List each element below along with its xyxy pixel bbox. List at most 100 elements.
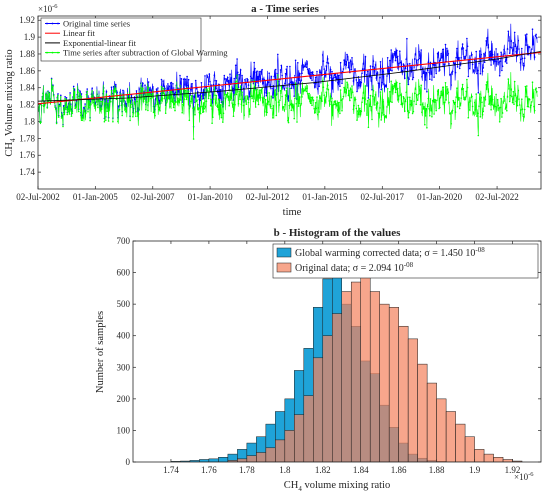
series-corrected-point [533, 105, 535, 108]
series-corrected-point [380, 119, 383, 121]
series-original-point [232, 87, 234, 90]
series-original-point [467, 75, 470, 78]
series-corrected-point [117, 120, 119, 123]
series-corrected-point [309, 100, 311, 103]
hist-bar-original [322, 335, 333, 462]
series-corrected-point [480, 96, 483, 99]
series-corrected-point [428, 108, 430, 110]
series-original-point [394, 59, 397, 62]
series-corrected-point [42, 105, 45, 108]
series-original-point [526, 33, 528, 35]
series-corrected-point [535, 87, 537, 89]
series-original-point [379, 76, 381, 79]
series-corrected-point [41, 96, 44, 98]
series-original-point [534, 35, 537, 37]
series-corrected-point [516, 97, 518, 99]
series-corrected-point [247, 96, 249, 98]
series-original-point [507, 30, 510, 33]
series-corrected-point [522, 113, 525, 116]
series-corrected-point [426, 105, 429, 108]
series-original-point [381, 70, 384, 73]
series-original-point [225, 78, 228, 80]
chart-a-frame [37, 15, 542, 190]
series-original-point [214, 79, 216, 82]
series-original-point [86, 88, 88, 90]
series-corrected-point [48, 92, 51, 95]
series-corrected-point [468, 109, 471, 111]
series-corrected-point [310, 96, 313, 99]
series-corrected-point [85, 93, 88, 96]
series-corrected-point [226, 96, 228, 98]
series-original-point [501, 65, 504, 68]
series-corrected-point [191, 95, 193, 97]
series-corrected-point [205, 100, 208, 102]
series-corrected-point [100, 108, 103, 110]
series-corrected-point [215, 94, 218, 97]
series-corrected-point [143, 98, 146, 100]
series-original-point [512, 42, 515, 44]
series-original-point [441, 56, 444, 58]
hist-bar-original [445, 411, 456, 462]
series-corrected-point [516, 104, 519, 107]
series-corrected-point [253, 79, 255, 82]
series-corrected-point [333, 101, 336, 103]
series-corrected-point [390, 80, 393, 83]
chart-a-y-tick-label: 1.76 [19, 150, 35, 160]
series-original-point [300, 79, 303, 81]
series-corrected-point [457, 98, 460, 101]
series-original-point [446, 47, 448, 50]
series-corrected-point [421, 103, 424, 105]
series-original-point [531, 48, 533, 50]
series-original-point [115, 83, 117, 86]
series-corrected-point [363, 97, 365, 99]
chart-b-ticks: 1.74 1.76 1.78 1.8 1.82 1.84 1.86 1.88 1.9 1.92 0 1… [117, 236, 541, 475]
chart-a-x-tick-label: 02-Jul-2012 [246, 192, 290, 202]
series-original-point [198, 98, 201, 101]
series-corrected-point [265, 114, 268, 116]
series-original-point [283, 87, 286, 90]
series-corrected-point [475, 93, 478, 95]
series-corrected-point [157, 93, 159, 96]
series-original-point [157, 87, 159, 89]
series-corrected-point [144, 89, 146, 92]
series-corrected-point [164, 95, 166, 98]
series-corrected-point [414, 92, 416, 95]
series-corrected-point [140, 87, 142, 89]
series-original-point [436, 52, 439, 55]
chart-a-x-tick-label: 01-Jan-2015 [302, 192, 347, 202]
series-original-point [65, 97, 68, 99]
chart-b-y-tick-label: 300 [117, 362, 131, 372]
series-corrected-point [302, 87, 304, 90]
series-corrected-point [141, 90, 143, 92]
series-original-point [458, 67, 461, 70]
series-corrected-point [120, 104, 123, 106]
series-corrected-point [164, 112, 167, 114]
series-corrected-point [167, 91, 169, 94]
series-corrected-point [416, 99, 419, 101]
series-corrected-point [199, 107, 201, 109]
series-corrected-point [458, 107, 461, 110]
series-corrected-point [237, 87, 239, 90]
series-original-point [500, 51, 502, 54]
series-corrected-point [115, 98, 118, 101]
series-original-point [355, 79, 358, 81]
series-original-point [466, 37, 468, 40]
series-corrected-point [246, 95, 248, 97]
chart-b-x-tick-label: 1.86 [391, 465, 407, 475]
series-corrected-point [456, 87, 458, 89]
series-original-point [514, 45, 517, 48]
series-corrected-point [422, 108, 425, 110]
series-corrected-point [459, 102, 462, 104]
hist-bar-original [360, 272, 371, 462]
series-original-point [341, 82, 343, 85]
series-corrected-point [309, 102, 312, 105]
hist-bar-original [455, 423, 466, 462]
series-corrected-point [391, 101, 393, 103]
series-corrected-point [107, 102, 109, 105]
series-original-point [424, 88, 426, 90]
series-corrected-point [357, 104, 360, 107]
series-corrected-point [156, 103, 158, 106]
chart-a-x-tick-label: 01-Jan-2005 [73, 192, 118, 202]
series-original-point [316, 70, 318, 73]
series-original-point [463, 58, 466, 60]
